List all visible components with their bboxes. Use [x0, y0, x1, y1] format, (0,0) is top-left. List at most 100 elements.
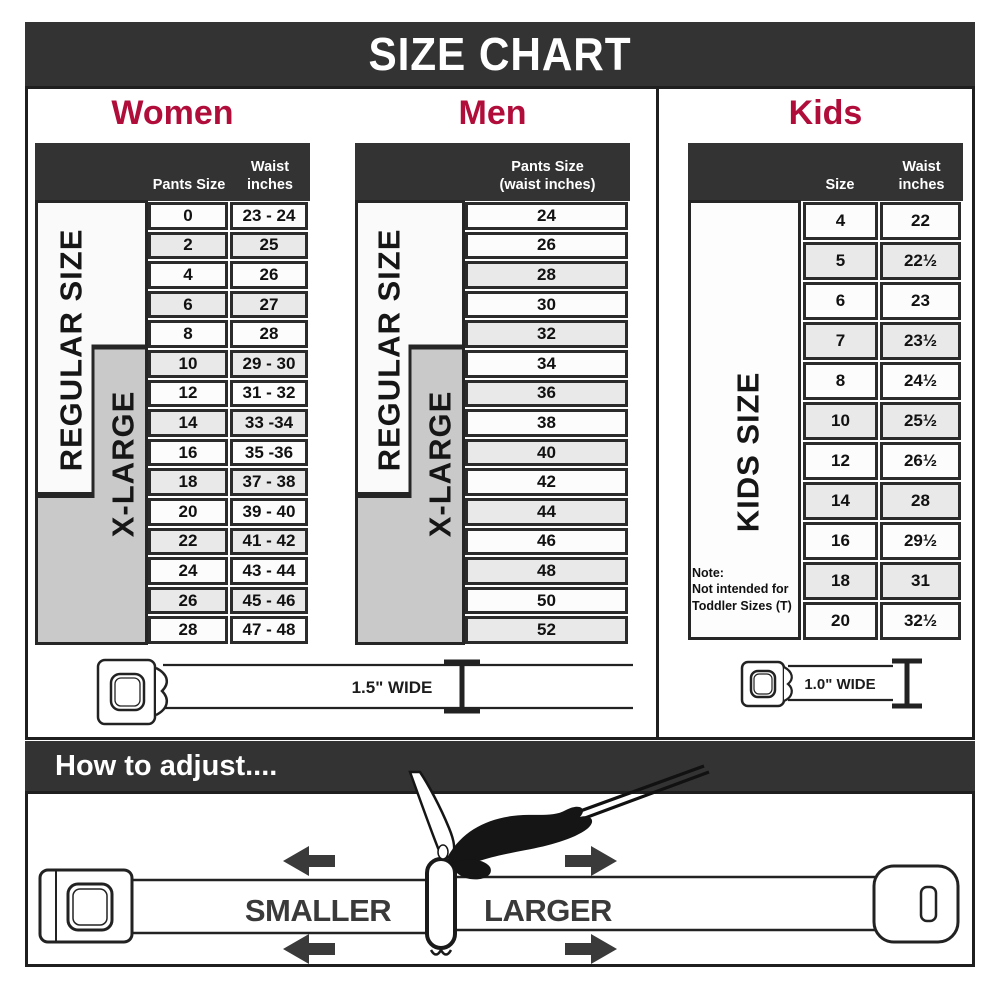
women-col-waist: Waist inches [230, 158, 310, 194]
adult-width-measure-icon [444, 659, 480, 714]
kids-col-waist-line2: inches [898, 176, 945, 193]
title-banner: SIZE CHART [25, 22, 975, 86]
kids-note: Note: Not intended for Toddler Sizes (T) [692, 565, 802, 614]
women-table-row: 4 26 [148, 261, 308, 289]
women-table-row: 8 28 [148, 320, 308, 348]
women-waist-cell: 39 - 40 [230, 497, 308, 526]
men-pants-size-cell: 38 [465, 409, 628, 437]
men-table-body: 24 26 28 30 32 34 36 38 40 42 44 46 48 5… [465, 202, 628, 646]
men-table-row: 44 [465, 497, 628, 526]
page-title: SIZE CHART [368, 28, 632, 80]
men-table-header: Pants Size (waist inches) [355, 143, 630, 201]
kids-heading: Kids [788, 94, 863, 132]
men-table-row: 24 [465, 202, 628, 230]
adjust-panel [25, 791, 975, 967]
women-pants-size-cell: 22 [148, 527, 228, 556]
men-table-row: 28 [465, 261, 628, 289]
kids-waist-cell: 22 [880, 202, 961, 240]
women-waist-cell: 35 -36 [230, 438, 308, 467]
men-pants-size-cell: 28 [465, 261, 628, 289]
kids-table-row: 4 22 [803, 202, 961, 240]
kids-belt-strap [788, 664, 893, 702]
men-pants-size-cell: 44 [465, 497, 628, 526]
women-waist-cell: 23 - 24 [230, 202, 308, 230]
women-col-pants-size: Pants Size [152, 176, 226, 193]
women-table-row: 28 47 - 48 [148, 616, 308, 644]
kids-waist-cell: 32½ [880, 602, 961, 640]
women-waist-cell: 37 - 38 [230, 468, 308, 496]
kids-belt-width-label: 1.0" WIDE [804, 676, 875, 693]
women-waist-cell: 31 - 32 [230, 379, 308, 408]
kids-waist-cell: 31 [880, 562, 961, 600]
kids-size-cell: 4 [803, 202, 878, 240]
women-pants-size-cell: 10 [148, 349, 228, 378]
how-to-adjust-bar: How to adjust.... [25, 741, 975, 791]
adult-buckle-button-inner [114, 677, 141, 707]
kids-table-row: 8 24½ [803, 362, 961, 400]
women-table-row: 2 25 [148, 231, 308, 260]
women-waist-cell: 33 -34 [230, 409, 308, 437]
kids-waist-cell: 23 [880, 282, 961, 320]
kids-table-row: 16 29½ [803, 522, 961, 560]
women-pants-size-cell: 0 [148, 202, 228, 230]
men-table-row: 50 [465, 586, 628, 615]
women-table-row: 16 35 -36 [148, 438, 308, 467]
men-heading: Men [458, 94, 527, 132]
women-waist-cell: 45 - 46 [230, 586, 308, 615]
men-pants-size-cell: 48 [465, 557, 628, 585]
kids-waist-cell: 23½ [880, 322, 961, 360]
men-pants-size-cell: 34 [465, 349, 628, 378]
kids-size-cell: 20 [803, 602, 878, 640]
men-pants-size-cell: 46 [465, 527, 628, 556]
men-pants-size-cell: 30 [465, 290, 628, 319]
women-pants-size-cell: 24 [148, 557, 228, 585]
women-pants-size-cell: 8 [148, 320, 228, 348]
women-pants-size-cell: 6 [148, 290, 228, 319]
women-table-row: 22 41 - 42 [148, 527, 308, 556]
women-pants-size-cell: 2 [148, 231, 228, 260]
kids-col-size: Size [825, 176, 855, 193]
adult-buckle-latch [155, 666, 169, 717]
women-table-body: 0 23 - 24 2 25 4 26 6 27 8 28 10 29 - 30… [148, 202, 308, 646]
kids-table-row: 14 28 [803, 482, 961, 520]
kids-col-waist: Waist inches [880, 158, 963, 194]
women-waist-cell: 29 - 30 [230, 349, 308, 378]
kids-table-row: 18 31 [803, 562, 961, 600]
men-table-row: 36 [465, 379, 628, 408]
kids-note-title: Note: [692, 566, 724, 580]
men-table-row: 48 [465, 557, 628, 585]
men-regular-label: REGULAR SIZE [372, 229, 407, 472]
kids-band [688, 200, 801, 640]
kids-size-cell: 16 [803, 522, 878, 560]
men-table-row: 52 [465, 616, 628, 644]
women-heading: Women [111, 94, 234, 132]
kids-table-row: 10 25½ [803, 402, 961, 440]
men-col-line1: Pants Size [511, 158, 584, 175]
women-waist-cell: 47 - 48 [230, 616, 308, 644]
women-pants-size-cell: 26 [148, 586, 228, 615]
adult-belt-width-label: 1.5" WIDE [352, 678, 433, 697]
women-table-row: 0 23 - 24 [148, 202, 308, 230]
women-col-waist-line2: inches [247, 176, 293, 193]
men-table-row: 46 [465, 527, 628, 556]
women-table-header: Pants Size Waist inches [35, 143, 310, 201]
men-table-row: 30 [465, 290, 628, 319]
kids-waist-cell: 22½ [880, 242, 961, 280]
women-table-row: 26 45 - 46 [148, 586, 308, 615]
how-to-adjust-heading: How to adjust.... [55, 749, 278, 782]
kids-table-header: Size Waist inches [688, 143, 963, 201]
men-table-row: 38 [465, 409, 628, 437]
men-table-row: 34 [465, 349, 628, 378]
men-xlarge-label: X-LARGE [423, 391, 458, 538]
adult-buckle-button [109, 672, 146, 712]
kids-size-cell: 5 [803, 242, 878, 280]
men-pants-size-cell: 32 [465, 320, 628, 348]
adult-belt-strap [163, 663, 633, 710]
men-xlarge-band [355, 346, 465, 645]
kids-table-row: 12 26½ [803, 442, 961, 480]
women-table-row: 6 27 [148, 290, 308, 319]
men-col-pants-size: Pants Size (waist inches) [465, 158, 630, 194]
kids-table-body: 4 22 5 22½ 6 23 7 23½ 8 24½ 10 25½ 12 26… [803, 202, 961, 642]
kids-size-cell: 7 [803, 322, 878, 360]
